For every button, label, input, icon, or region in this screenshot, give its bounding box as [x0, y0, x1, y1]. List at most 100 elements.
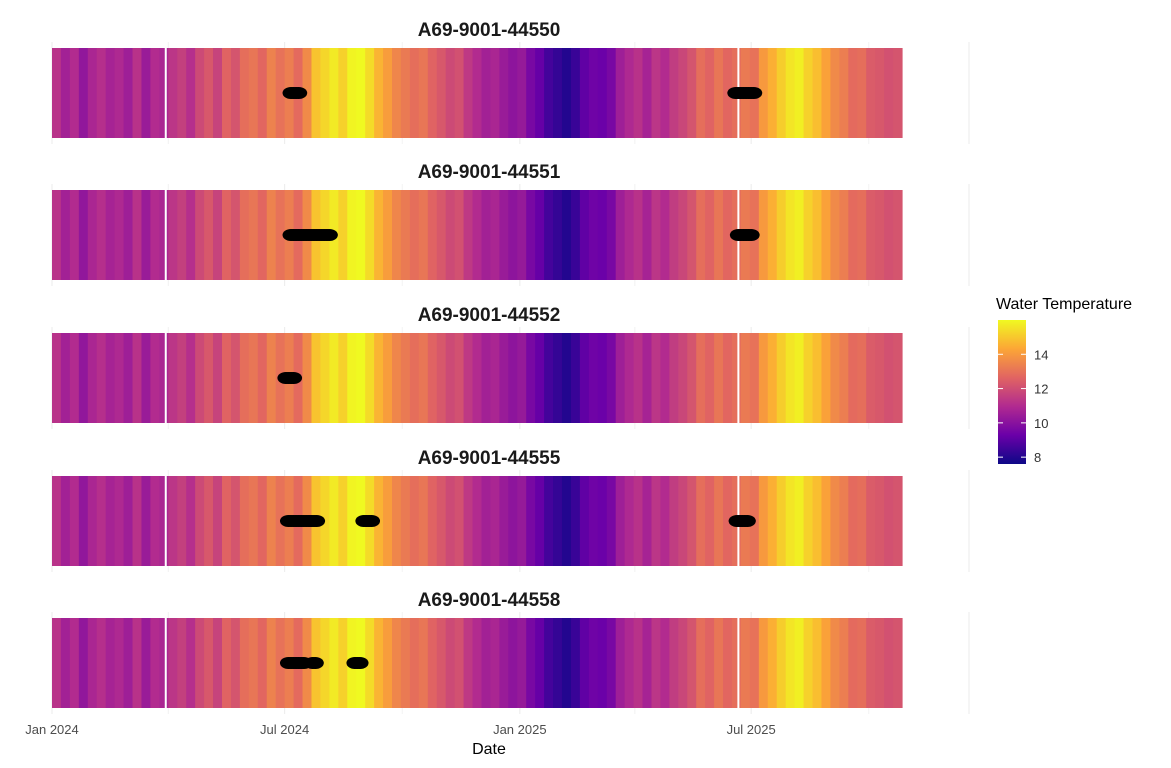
temperature-tile: [642, 48, 653, 138]
temperature-tile: [204, 476, 214, 566]
temperature-tile: [463, 48, 474, 138]
temperature-tile: [221, 618, 232, 708]
detection-point: [738, 515, 756, 527]
temperature-tile: [87, 333, 98, 423]
temperature-tile: [132, 333, 143, 423]
temperature-tile: [776, 476, 787, 566]
temperature-tile: [642, 333, 653, 423]
temperature-tile: [731, 618, 742, 708]
temperature-tile: [52, 48, 62, 138]
legend-ticks: 8 10 12 14: [998, 347, 1048, 465]
temperature-tile: [857, 618, 867, 708]
temperature-tile: [561, 48, 572, 138]
temperature-tile: [642, 476, 653, 566]
temperature-tile: [812, 190, 823, 280]
temperature-tile: [794, 190, 805, 280]
temperature-tile: [454, 476, 465, 566]
facet-panel: A69-9001-44558: [51, 590, 970, 714]
temperature-tile: [159, 618, 169, 708]
temperature-tile: [445, 476, 456, 566]
temperature-tile: [239, 333, 250, 423]
temperature-tile: [660, 618, 670, 708]
temperature-tile: [383, 618, 393, 708]
temperature-tile: [213, 476, 223, 566]
temperature-tile: [481, 190, 492, 280]
temperature-tile: [230, 48, 241, 138]
temperature-tile: [553, 618, 563, 708]
temperature-tile: [893, 476, 903, 566]
temperature-tile: [195, 48, 205, 138]
temperature-tile: [633, 333, 644, 423]
temperature-tile: [651, 48, 662, 138]
temperature-tile: [177, 476, 187, 566]
temperature-tile: [526, 48, 536, 138]
temperature-tile: [857, 190, 867, 280]
temperature-tile: [454, 48, 465, 138]
temperature-tile: [705, 190, 715, 280]
x-axis: Jan 2024 Jul 2024 Jan 2025 Jul 2025: [25, 722, 775, 737]
temperature-tile: [400, 618, 411, 708]
temperature-tile: [320, 333, 330, 423]
temperature-tile: [436, 476, 447, 566]
temperature-tile: [69, 476, 80, 566]
temperature-tile: [535, 190, 545, 280]
temperature-tile: [767, 190, 778, 280]
temperature-tile: [275, 190, 286, 280]
temperature-tile: [758, 333, 769, 423]
temperature-tile: [195, 618, 205, 708]
temperature-tile: [150, 48, 160, 138]
temperature-tile: [302, 333, 313, 423]
panel-title: A69-9001-44558: [418, 590, 561, 611]
temperature-tile: [633, 618, 644, 708]
temperature-tile: [320, 476, 330, 566]
temperature-tile: [400, 48, 411, 138]
temperature-tile: [427, 476, 438, 566]
temperature-tile: [544, 190, 554, 280]
temperature-tile: [821, 618, 832, 708]
temperature-tile: [463, 190, 474, 280]
temperature-tile: [767, 333, 778, 423]
temperature-tile: [427, 190, 438, 280]
temperature-tile: [472, 190, 483, 280]
temperature-tile: [705, 476, 715, 566]
temperature-tile: [114, 190, 125, 280]
temperature-tile: [230, 190, 241, 280]
temperature-tile: [723, 190, 733, 280]
temperature-tile: [553, 476, 563, 566]
temperature-tile: [857, 48, 867, 138]
temperature-tile: [705, 333, 715, 423]
detection-point: [351, 657, 369, 669]
temperature-tile: [875, 48, 885, 138]
temperature-tile: [624, 190, 635, 280]
temperature-tile: [597, 333, 608, 423]
temperature-tile: [427, 618, 438, 708]
temperature-tile: [785, 333, 796, 423]
temperature-tile: [472, 476, 483, 566]
temperature-tile: [338, 190, 348, 280]
temperature-tile: [866, 190, 876, 280]
temperature-tile: [579, 333, 590, 423]
temperature-tile: [615, 190, 626, 280]
temperature-tile: [526, 190, 536, 280]
temperature-tile: [374, 48, 384, 138]
legend: Water Temperature 8 10 12 14: [996, 296, 1132, 465]
temperature-tile: [893, 190, 903, 280]
panel-title: A69-9001-44551: [418, 162, 561, 183]
temperature-tile: [87, 190, 98, 280]
temperature-tile: [195, 476, 205, 566]
temperature-tile: [356, 190, 366, 280]
temperature-tile: [221, 48, 232, 138]
temperature-tile: [391, 618, 402, 708]
panel-title: A69-9001-44555: [418, 448, 561, 469]
temperature-tile: [338, 48, 348, 138]
temperature-tile: [248, 618, 259, 708]
temperature-tile: [875, 618, 885, 708]
temperature-tile: [186, 333, 196, 423]
temperature-tile: [678, 333, 688, 423]
temperature-tile: [123, 48, 134, 138]
detection-point: [745, 87, 763, 99]
temperature-tile: [839, 618, 849, 708]
temperature-tile: [168, 618, 178, 708]
temperature-tile: [821, 333, 832, 423]
temperature-tile: [517, 618, 527, 708]
